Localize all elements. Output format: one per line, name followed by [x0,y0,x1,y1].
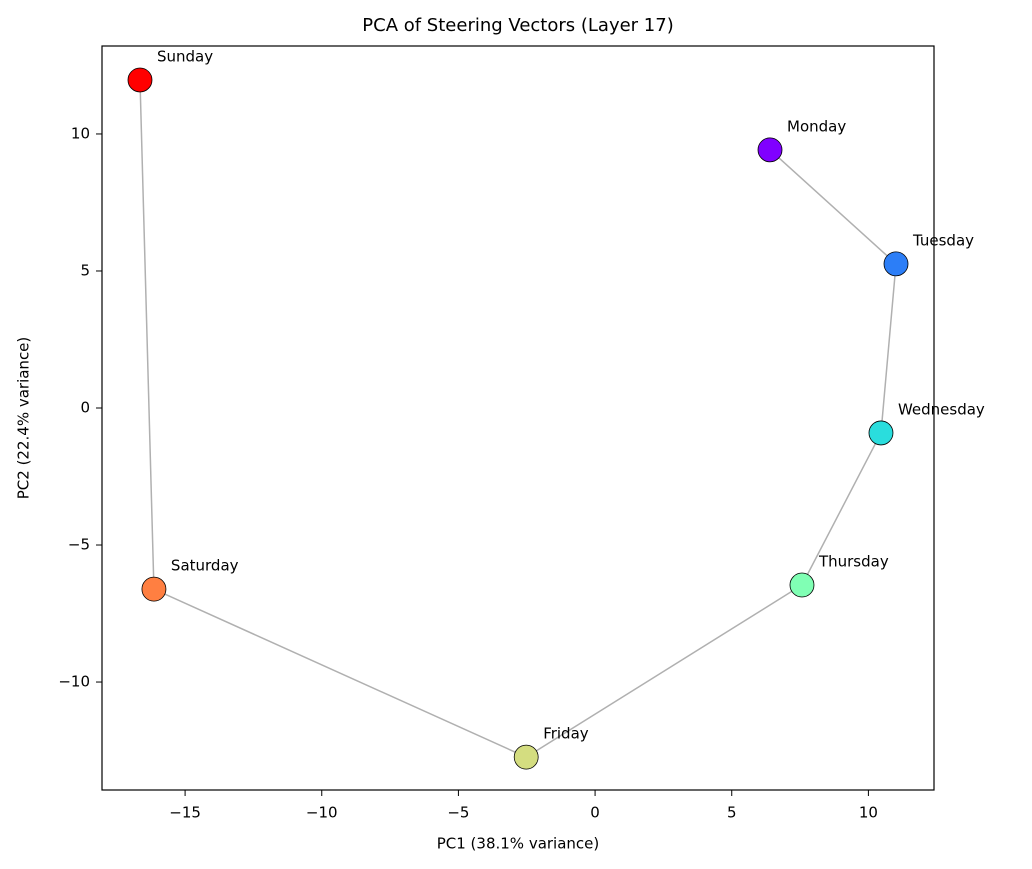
x-tick-label: −5 [447,804,469,822]
point [883,251,909,277]
y-tick-label: 0 [80,398,90,416]
point-label: Saturday [171,557,239,575]
x-tick-label: 10 [859,804,878,822]
point-label: Monday [787,117,846,135]
point-label: Sunday [157,47,213,65]
x-tick-label: 5 [727,804,737,822]
y-tick-label: −10 [58,673,90,691]
point-label: Wednesday [898,400,985,418]
point [513,744,539,770]
y-axis-label: PC2 (22.4% variance) [15,337,33,500]
point [757,137,783,163]
point-label: Friday [543,725,589,743]
y-tick-label: 10 [71,124,90,142]
x-tick-label: 0 [590,804,600,822]
y-tick-label: 5 [80,261,90,279]
x-tick-label: −10 [306,804,338,822]
connecting-line [139,79,897,758]
point [127,67,153,93]
y-tick-label: −5 [68,536,90,554]
point-label: Tuesday [912,231,974,249]
point [141,576,167,602]
chart-title: PCA of Steering Vectors (Layer 17) [362,15,673,36]
point [789,572,815,598]
x-axis-label: PC1 (38.1% variance) [437,835,600,853]
point [868,420,894,446]
point-label: Thursday [818,553,889,571]
x-tick-label: −15 [169,804,201,822]
plot-frame [101,45,935,791]
